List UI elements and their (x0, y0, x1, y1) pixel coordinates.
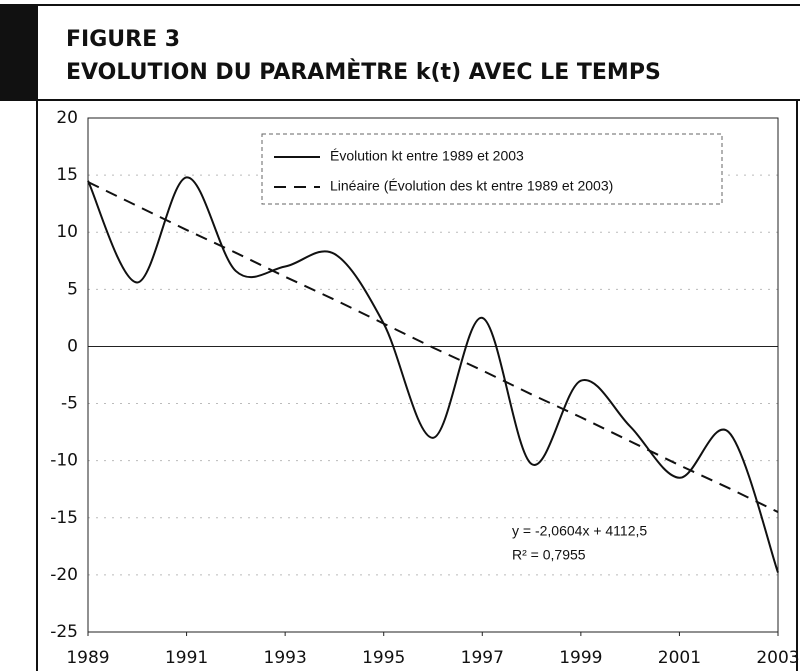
y-tick-label: 0 (67, 336, 78, 356)
x-tick-label: 2003 (756, 648, 799, 668)
y-tick-label: 20 (56, 108, 78, 128)
chart-subtitle: EVOLUTION DU PARAMÈTRE k(t) AVEC LE TEMP… (66, 59, 661, 85)
plot-frame (87, 117, 779, 633)
x-tick-label: 1995 (362, 648, 405, 668)
annotation: R² = 0,7955 (512, 547, 586, 563)
y-tick-label: 15 (56, 165, 78, 185)
x-tick-label: 1989 (66, 648, 109, 668)
legend-label: Linéaire (Évolution des kt entre 1989 et… (330, 178, 613, 194)
y-tick-label: -15 (50, 508, 78, 528)
legend-label: Évolution kt entre 1989 et 2003 (330, 148, 524, 164)
legend-box (261, 133, 723, 205)
x-tick-label: 1991 (165, 648, 208, 668)
header-bar (0, 5, 38, 100)
x-tick-label: 1993 (264, 648, 307, 668)
y-tick-label: 10 (56, 222, 78, 242)
y-tick-label: -5 (61, 394, 78, 414)
x-tick-label: 1999 (559, 648, 602, 668)
y-tick-label: -10 (50, 451, 78, 471)
x-tick-label: 1997 (461, 648, 504, 668)
y-tick-label: -25 (50, 622, 78, 642)
trend-line (87, 181, 779, 513)
y-tick-label: 5 (67, 279, 78, 299)
annotation: y = -2,0604x + 4112,5 (512, 523, 647, 539)
y-tick-label: -20 (50, 565, 78, 585)
chart-title: FIGURE 3 (66, 27, 180, 52)
series-line (87, 176, 779, 573)
x-tick-label: 2001 (658, 648, 701, 668)
